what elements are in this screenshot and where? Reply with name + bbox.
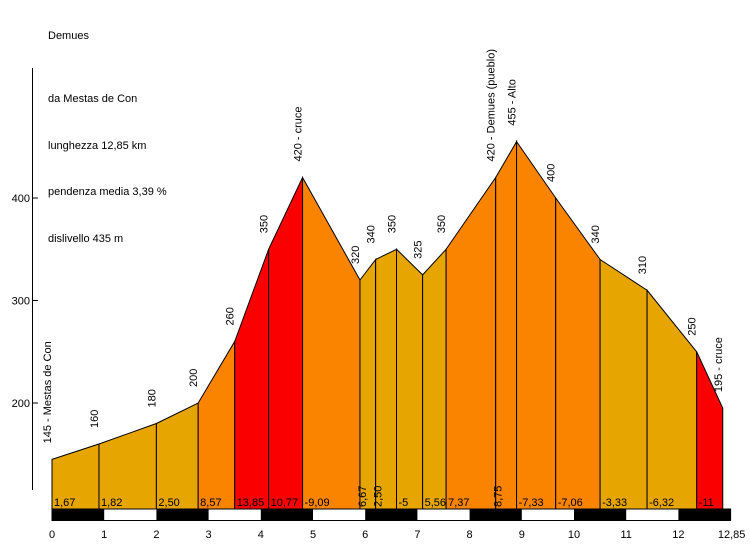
grade-label: 8,75 bbox=[493, 486, 505, 507]
x-tick-label: 8 bbox=[467, 529, 473, 541]
grade-label: 2,50 bbox=[373, 486, 385, 507]
elevation-point-label: 420 - Demues (pueblo) bbox=[486, 49, 498, 162]
x-tick-label: 0 bbox=[49, 529, 55, 541]
elevation-point-label: 340 bbox=[366, 225, 378, 243]
grade-label: 10,77 bbox=[271, 497, 299, 509]
profile-segment bbox=[302, 175, 361, 510]
profile-segment bbox=[375, 248, 398, 510]
grade-label: 13,85 bbox=[237, 497, 265, 509]
km-bar-block bbox=[52, 509, 105, 521]
elevation-point-label: 200 bbox=[188, 369, 200, 387]
x-tick-label: 4 bbox=[258, 529, 264, 541]
x-tick-label: 9 bbox=[519, 529, 525, 541]
x-tick-label: 3 bbox=[206, 529, 212, 541]
grade-label: -7,33 bbox=[519, 497, 544, 509]
profile-segment bbox=[599, 258, 648, 510]
grade-label: -7,06 bbox=[558, 497, 583, 509]
profile-segment bbox=[495, 139, 518, 510]
grade-label: 1,67 bbox=[54, 497, 75, 509]
km-bar-block bbox=[365, 509, 418, 521]
profile-segment bbox=[268, 177, 304, 510]
elevation-point-label: 350 bbox=[259, 215, 271, 233]
elevation-point-label: 420 - cruce bbox=[293, 106, 305, 161]
km-bar-block bbox=[678, 509, 731, 521]
route-info-from: da Mestas de Con bbox=[48, 93, 138, 105]
profile-segment bbox=[155, 402, 199, 510]
profile-segment bbox=[555, 196, 601, 510]
grade-label: 5,56 bbox=[425, 497, 446, 509]
elevation-point-label: 400 bbox=[546, 164, 558, 182]
profile-segment bbox=[234, 249, 270, 510]
elevation-point-label: 145 - Mestas de Con bbox=[42, 341, 54, 443]
x-tick-label: 10 bbox=[568, 529, 580, 541]
profile-segment bbox=[422, 247, 447, 510]
route-info-avg-grade: pendenza media 3,39 % bbox=[48, 186, 167, 198]
x-tick-label: 2 bbox=[153, 529, 159, 541]
profile-segment bbox=[197, 339, 236, 510]
elevation-point-label: 350 bbox=[436, 215, 448, 233]
grade-label: 2,50 bbox=[158, 497, 179, 509]
y-tick-label: 300 bbox=[12, 296, 30, 308]
chart-title: Demues bbox=[48, 30, 89, 42]
grade-label: -6,32 bbox=[649, 497, 674, 509]
elevation-point-label: 180 bbox=[146, 389, 158, 407]
grade-label: 7,37 bbox=[448, 497, 469, 509]
profile-segment bbox=[396, 248, 424, 510]
elevation-point-label: 320 bbox=[350, 246, 362, 264]
grade-label: 6,67 bbox=[357, 486, 369, 507]
elevation-point-label: 325 bbox=[413, 241, 425, 259]
x-tick-label: 5 bbox=[310, 529, 316, 541]
km-bar-block bbox=[156, 509, 209, 521]
km-bar-block bbox=[574, 509, 627, 521]
grade-label: -5 bbox=[399, 497, 409, 509]
route-info-climb: dislivello 435 m bbox=[48, 232, 124, 245]
route-info: da Mestas de Con lunghezza 12,85 km pend… bbox=[48, 61, 167, 278]
grade-label: -9,09 bbox=[305, 497, 330, 509]
profile-segment bbox=[359, 258, 377, 510]
elevation-point-label: 250 bbox=[687, 317, 699, 335]
grade-label: 8,57 bbox=[200, 497, 221, 509]
x-tick-label: 12 bbox=[672, 529, 684, 541]
km-bar-block bbox=[260, 509, 313, 521]
x-tick-label: 7 bbox=[414, 529, 420, 541]
grade-label: -3,33 bbox=[602, 497, 627, 509]
x-tick-label: 6 bbox=[362, 529, 368, 541]
y-tick-label: 200 bbox=[12, 398, 30, 410]
elevation-point-label: 455 - Alto bbox=[507, 79, 519, 125]
elevation-point-label: 350 bbox=[387, 215, 399, 233]
profile-segment bbox=[516, 140, 557, 510]
grade-label: -11 bbox=[699, 497, 714, 509]
elevation-point-label: 310 bbox=[637, 256, 649, 274]
elevation-point-label: 340 bbox=[590, 225, 602, 243]
km-bar-block bbox=[469, 509, 522, 521]
grade-label: 1,82 bbox=[101, 497, 122, 509]
x-end-tick-label: 12,85 bbox=[718, 529, 746, 541]
y-tick-label: 400 bbox=[12, 193, 30, 205]
x-tick-label: 1 bbox=[101, 529, 107, 541]
profile-segment bbox=[445, 175, 497, 510]
route-info-length: lunghezza 12,85 km bbox=[48, 139, 147, 152]
x-tick-label: 11 bbox=[620, 529, 631, 541]
elevation-point-label: 260 bbox=[225, 307, 237, 325]
elevation-point-label: 195 - cruce bbox=[713, 337, 725, 392]
elevation-point-label: 160 bbox=[89, 410, 101, 428]
